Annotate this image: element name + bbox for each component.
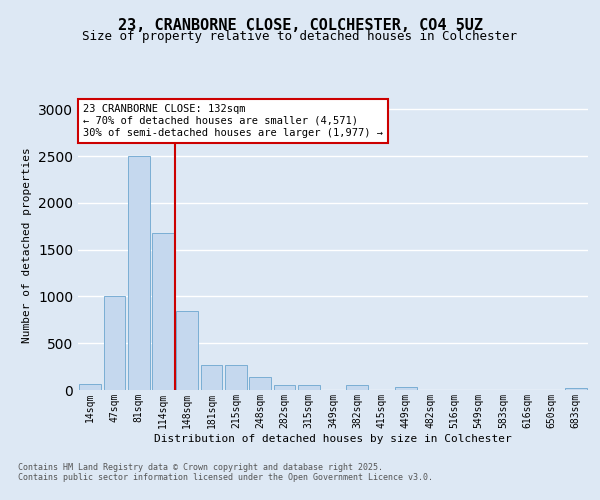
Bar (176, 312, 198, 390)
Bar (346, 385, 368, 390)
Bar (274, 386, 295, 390)
Text: 23 CRANBORNE CLOSE: 132sqm
← 70% of detached houses are smaller (4,571)
30% of s: 23 CRANBORNE CLOSE: 132sqm ← 70% of deta… (83, 104, 383, 138)
Bar (298, 386, 320, 390)
Bar (104, 296, 125, 390)
Y-axis label: Number of detached properties: Number of detached properties (22, 147, 32, 343)
Text: Contains HM Land Registry data © Crown copyright and database right 2025.: Contains HM Land Registry data © Crown c… (18, 462, 383, 471)
Text: 23, CRANBORNE CLOSE, COLCHESTER, CO4 5UZ: 23, CRANBORNE CLOSE, COLCHESTER, CO4 5UZ (118, 18, 482, 32)
Bar (79, 384, 101, 390)
Bar (152, 233, 174, 390)
X-axis label: Distribution of detached houses by size in Colchester: Distribution of detached houses by size … (154, 434, 512, 444)
Text: Contains public sector information licensed under the Open Government Licence v3: Contains public sector information licen… (18, 472, 433, 482)
Bar (200, 364, 223, 390)
Text: Size of property relative to detached houses in Colchester: Size of property relative to detached ho… (83, 30, 517, 43)
Bar (565, 388, 587, 390)
Bar (128, 156, 149, 390)
Bar (395, 386, 417, 390)
Bar (225, 364, 247, 390)
Bar (249, 377, 271, 390)
